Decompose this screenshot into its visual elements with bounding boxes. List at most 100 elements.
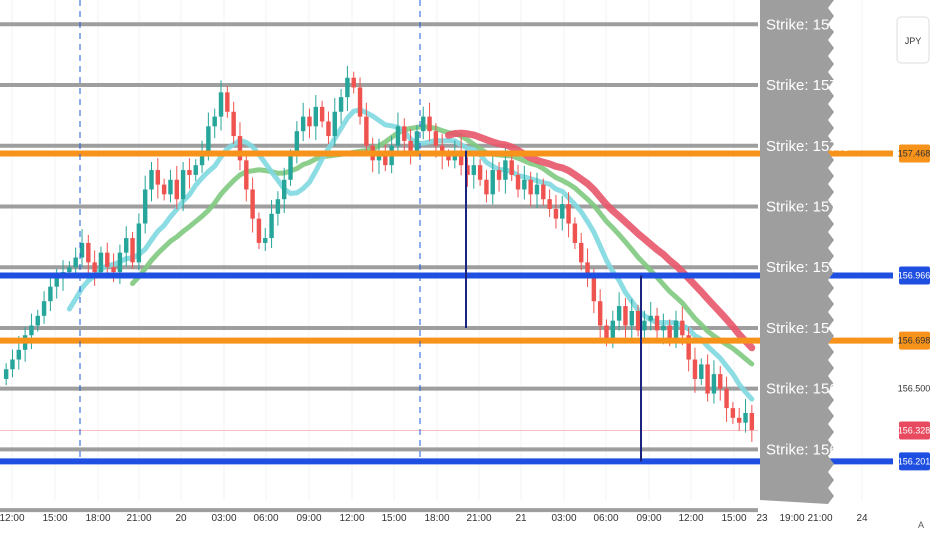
- candle-body: [187, 170, 192, 175]
- candle-body: [161, 184, 167, 195]
- candle-body: [458, 150, 464, 166]
- strike-lines: [0, 22, 758, 513]
- candle-body: [496, 170, 502, 180]
- candle-body: [566, 204, 571, 224]
- strike-label: Strike: 156.5: [766, 381, 850, 398]
- candle-body: [673, 320, 679, 341]
- candle-body: [446, 155, 451, 161]
- candle-body: [155, 170, 161, 185]
- time-tick-label: 21:00: [807, 513, 832, 524]
- strike-label: Strike: 158: [766, 16, 838, 33]
- price-axis[interactable]: JPY 157.468 156.966 156.698 156.500 156.328 1…: [893, 0, 932, 550]
- auto-scale-button[interactable]: A: [918, 520, 924, 530]
- candle-body: [105, 252, 110, 268]
- candle-body: [275, 199, 281, 214]
- candle-body: [281, 179, 287, 200]
- candle-body: [10, 359, 15, 370]
- candle-body: [269, 213, 274, 239]
- candle-body: [724, 388, 729, 409]
- annotation-lines: [79, 0, 642, 462]
- candle-body: [16, 349, 22, 360]
- candle-body: [130, 238, 135, 263]
- candle-body: [54, 276, 59, 287]
- candle-body: [616, 306, 622, 321]
- strike-label: Strike: 157: [766, 259, 838, 276]
- strike-label-ribbon: Strike: 158 Strike: 157.75 Strike: 157.5 St…: [760, 0, 859, 519]
- price-tag: [899, 452, 930, 471]
- candle-body: [199, 150, 205, 166]
- price-tag-label: 156.328: [898, 425, 931, 435]
- time-tick-label: 18:00: [424, 513, 449, 524]
- candle-body: [484, 179, 489, 195]
- candle-body: [680, 320, 685, 336]
- candle-body: [623, 306, 628, 326]
- time-tick-label: 19:00: [779, 513, 804, 524]
- candle-body: [711, 374, 717, 394]
- candle-body: [572, 223, 578, 243]
- candle-body: [509, 160, 514, 175]
- candle-body: [629, 310, 634, 326]
- candle-body: [395, 126, 401, 146]
- time-tick-label: 15:00: [381, 513, 406, 524]
- time-tick-label: 21:00: [466, 513, 491, 524]
- time-tick-label: 09:00: [636, 513, 661, 524]
- candle-body: [736, 417, 742, 423]
- candle-body: [718, 374, 723, 389]
- candle-body: [635, 310, 641, 331]
- candle-body: [730, 408, 736, 418]
- candle-body: [237, 136, 243, 161]
- candle-body: [212, 116, 217, 127]
- candle-body: [515, 174, 521, 190]
- candle-body: [654, 315, 660, 331]
- candle-body: [522, 179, 527, 190]
- time-tick-label: 03:00: [551, 513, 576, 524]
- time-tick-label: 21: [515, 513, 527, 524]
- candle-body: [648, 315, 653, 321]
- time-tick-label: 18:00: [85, 513, 110, 524]
- time-tick-label: 06:00: [253, 513, 278, 524]
- candle-body: [326, 121, 331, 137]
- currency-label: JPY: [905, 36, 922, 46]
- candle-body: [667, 325, 672, 341]
- candle-body: [313, 106, 319, 127]
- candle-body: [597, 301, 603, 326]
- candle-body: [294, 131, 300, 156]
- time-tick-label: 21:00: [126, 513, 151, 524]
- candle-body: [705, 364, 710, 394]
- candle-body: [180, 170, 186, 200]
- candle-body: [534, 184, 540, 195]
- time-tick-label: 12:00: [0, 513, 25, 524]
- candle-body: [79, 242, 85, 258]
- candle-body: [421, 116, 426, 132]
- candle-body: [692, 359, 698, 379]
- candle-body: [136, 223, 142, 263]
- currency-box[interactable]: [896, 16, 930, 64]
- candle-body: [111, 267, 116, 273]
- candle-body: [661, 325, 666, 331]
- candle-body: [490, 170, 495, 195]
- price-tag: [899, 421, 930, 440]
- time-tick-label: 15:00: [42, 513, 67, 524]
- strike-ribbon-shape: [760, 0, 834, 504]
- candle-body: [142, 189, 148, 224]
- candle-body: [351, 77, 356, 88]
- candle-body: [117, 252, 123, 273]
- candle-body: [256, 218, 262, 243]
- candle-body: [414, 131, 420, 151]
- price-tag: [899, 331, 930, 350]
- candle-body: [67, 267, 72, 273]
- time-axis[interactable]: 12:00 15:00 18:00 21:00 20 03:00 06:00 09:00 12:…: [0, 513, 868, 524]
- candle-body: [41, 301, 47, 316]
- strike-label: Strike: 156: [766, 502, 838, 519]
- candle-body: [591, 276, 597, 302]
- candle-body: [338, 97, 344, 112]
- candle-body: [3, 369, 9, 379]
- price-tag-label: 156.698: [898, 336, 931, 346]
- candle-body: [263, 238, 268, 243]
- candle-body: [332, 111, 337, 137]
- candle-body: [168, 179, 173, 195]
- candle-body: [642, 320, 647, 331]
- price-tag: [899, 144, 930, 163]
- slow-ma-line: [130, 124, 755, 367]
